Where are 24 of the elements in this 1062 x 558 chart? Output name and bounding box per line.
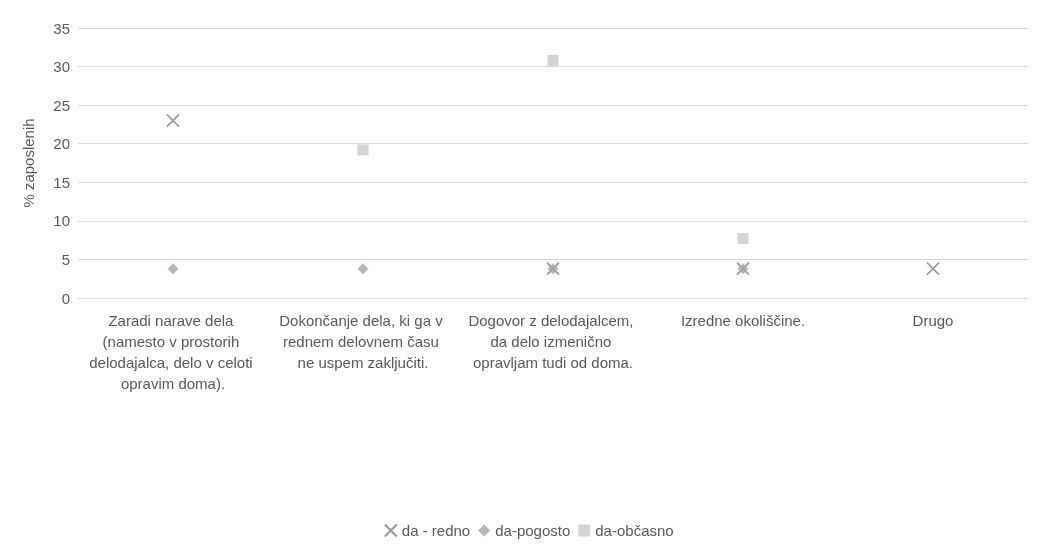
point: [357, 263, 369, 275]
point: [166, 113, 180, 128]
y-tick-label: 15: [53, 173, 70, 191]
x-tick-label: Drugo: [912, 312, 954, 329]
point: [167, 263, 179, 275]
legend-label: da-pogosto: [495, 522, 571, 539]
point: [547, 54, 559, 66]
x-tick-label: Zaradi narave dela (namesto v prostorih delodajalca, delo v celoti opravim doma).: [89, 312, 257, 392]
y-tick-label: 5: [61, 250, 70, 268]
x-tick-label: Izredne okoliščine.: [680, 312, 806, 329]
y-tick-label: 10: [53, 212, 70, 230]
y-axis-title: % zaposlenih: [20, 118, 37, 208]
legend-label: da-občasno: [595, 522, 674, 539]
point: [926, 261, 940, 276]
y-tick-label: 25: [53, 96, 70, 114]
y-tick-label: 20: [53, 135, 70, 153]
y-tick-label: 35: [53, 19, 70, 37]
legend-label: da - redno: [401, 522, 471, 539]
point: [357, 144, 369, 156]
x-tick-label: Dogovor z delodajalcem, da delo izmenično opravljam tudi od doma.: [468, 312, 638, 371]
y-tick-label: 30: [53, 58, 70, 76]
x-tick-label: Dokončanje dela, ki ga v rednem delovnem času ne uspem zaključiti.: [279, 312, 447, 371]
point: [737, 233, 749, 245]
y-tick-label: 0: [61, 289, 70, 307]
